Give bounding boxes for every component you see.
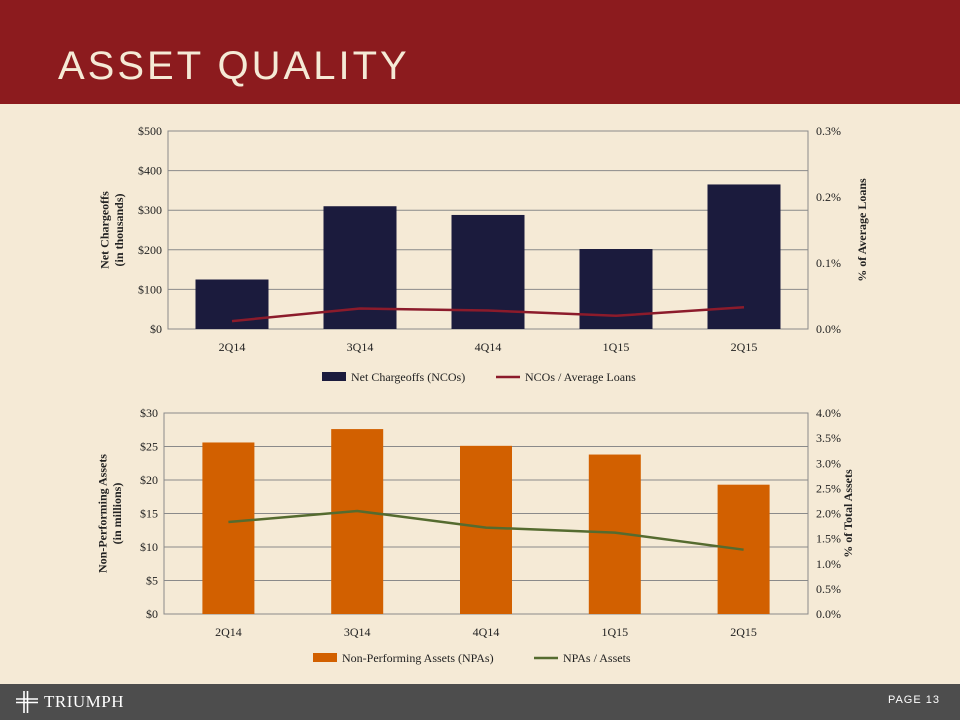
chart1-y-axis-title: Net Chargeoffs(in thousands)	[98, 191, 126, 269]
chart2-y2-tick-label: 3.0%	[816, 456, 841, 470]
charts-canvas: $0 $100 $200 $300 $400 $500 0.0% 0.1% 0.2% 0.3% 2Q…	[96, 124, 869, 665]
chart1-y2-tick-label: 0.3%	[816, 124, 841, 138]
chart1-x-tick-label: 4Q14	[475, 340, 502, 354]
chart1-y-tick-label: $300	[138, 203, 162, 217]
chart1-y2-tick-label: 0.0%	[816, 322, 841, 336]
chart1-x-tick-label: 3Q14	[347, 340, 374, 354]
chart1-legend-bar-label: Net Chargeoffs (NCOs)	[351, 370, 465, 384]
page-number: PAGE 13	[887, 694, 940, 706]
chart2-y-tick-label: $10	[140, 540, 158, 554]
chart2-y2-tick-label: 2.0%	[816, 507, 841, 521]
chart2-line-series	[228, 509, 744, 551]
chart2-legend-line-label: NPAs / Assets	[563, 651, 631, 665]
chart2-y-tick-label: $5	[146, 574, 158, 588]
chart2-legend-bar-label: Non-Performing Assets (NPAs)	[342, 651, 494, 665]
chart1-y-axis-title-line: Net Chargeoffs	[98, 191, 112, 269]
triumph-cross-icon	[16, 691, 38, 713]
chart1-y-tick-label: $500	[138, 124, 162, 138]
chart2-x-tick-label: 2Q14	[215, 625, 242, 639]
chart2-bar	[331, 429, 384, 614]
footer-bar: TRIUMPH PAGE 13	[0, 684, 960, 720]
header-banner: ASSET QUALITY	[0, 0, 960, 104]
chart2-y2-tick-label: 1.0%	[816, 557, 841, 571]
logo-text: TRIUMPH	[44, 692, 125, 711]
chart2-legend-bar-swatch	[313, 653, 337, 662]
chart2-y2-tick-label: 0.0%	[816, 607, 841, 621]
chart2-y-axis-title-line: (in millions)	[110, 483, 124, 545]
chart2-y2-tick-label: 4.0%	[816, 406, 841, 420]
chart1-y-tick-label: $0	[150, 322, 162, 336]
chart2-y-tick-label: $20	[140, 473, 158, 487]
chart2-y2-tick-label: 0.5%	[816, 582, 841, 596]
chart1-y-axis-title-line: (in thousands)	[112, 193, 126, 266]
chart1-line-series	[231, 305, 745, 323]
chart1-y2-tick-label: 0.1%	[816, 256, 841, 270]
chart1-x-tick-label: 2Q14	[219, 340, 246, 354]
chart1-y-tick-label: $100	[138, 282, 162, 296]
chart1-legend-bar-swatch	[322, 372, 346, 381]
chart1-y2-axis-title: % of Average Loans	[855, 178, 869, 282]
chart2-y-tick-label: $0	[146, 607, 158, 621]
chart1-x-tick-label: 1Q15	[603, 340, 630, 354]
chart1-bar	[195, 279, 269, 329]
chart2-x-tick-label: 1Q15	[601, 625, 628, 639]
chart2-y2-tick-label: 3.5%	[816, 431, 841, 445]
chart2-x-tick-label: 2Q15	[730, 625, 757, 639]
chart2-y-tick-label: $30	[140, 406, 158, 420]
chart2-y2-tick-label: 1.5%	[816, 532, 841, 546]
chart2-x-tick-label: 3Q14	[344, 625, 371, 639]
chart1-bar	[707, 184, 781, 329]
chart2-y2-axis-title: % of Total Assets	[841, 469, 855, 558]
chart2-y-tick-label: $25	[140, 440, 158, 454]
chart2-x-tick-label: 4Q14	[473, 625, 500, 639]
chart2-bar	[460, 445, 512, 614]
page-title: ASSET QUALITY	[58, 44, 410, 88]
chart2-y-axis-title-line: Non-Performing Assets	[96, 454, 110, 573]
chart1-x-tick-label: 2Q15	[731, 340, 758, 354]
chart1-legend-line-label: NCOs / Average Loans	[525, 370, 636, 384]
chart2-y2-tick-label: 2.5%	[816, 481, 841, 495]
chart2-y-axis-title: Non-Performing Assets(in millions)	[96, 454, 124, 573]
chart2-y-tick-label: $15	[140, 507, 158, 521]
chart1-y2-tick-label: 0.2%	[816, 190, 841, 204]
chart1-y-tick-label: $200	[138, 243, 162, 257]
chart2-bar	[202, 442, 255, 614]
triumph-logo: TRIUMPH	[14, 690, 124, 714]
chart1-y-tick-label: $400	[138, 164, 162, 178]
